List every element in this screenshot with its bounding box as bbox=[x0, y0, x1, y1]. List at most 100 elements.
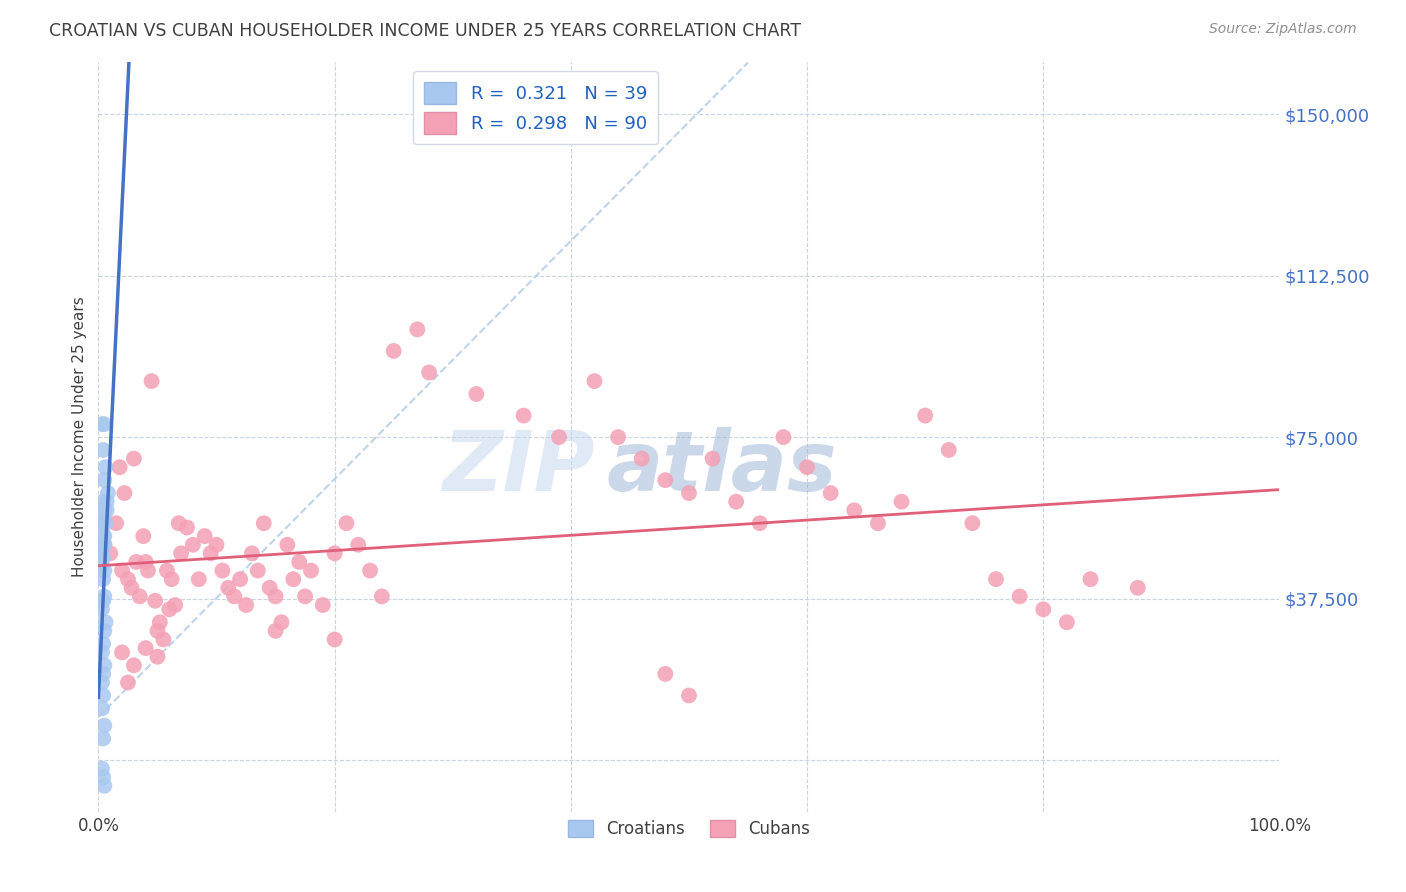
Point bbox=[91, 770, 114, 784]
Point bbox=[914, 409, 936, 423]
Point bbox=[93, 658, 115, 673]
Point bbox=[143, 593, 166, 607]
Point bbox=[583, 374, 606, 388]
Point bbox=[229, 572, 252, 586]
Point bbox=[94, 516, 117, 531]
Point bbox=[246, 564, 269, 578]
Point bbox=[796, 460, 818, 475]
Point bbox=[135, 641, 157, 656]
Point bbox=[1056, 615, 1078, 630]
Point bbox=[93, 512, 115, 526]
Point bbox=[108, 460, 131, 475]
Point bbox=[890, 494, 912, 508]
Point bbox=[91, 516, 114, 531]
Point bbox=[270, 615, 292, 630]
Point bbox=[91, 675, 114, 690]
Point bbox=[111, 564, 134, 578]
Point bbox=[167, 516, 190, 531]
Text: CROATIAN VS CUBAN HOUSEHOLDER INCOME UNDER 25 YEARS CORRELATION CHART: CROATIAN VS CUBAN HOUSEHOLDER INCOME UND… bbox=[49, 22, 801, 40]
Point bbox=[187, 572, 209, 586]
Point bbox=[149, 615, 172, 630]
Point bbox=[94, 460, 117, 475]
Point bbox=[91, 538, 114, 552]
Point bbox=[141, 374, 163, 388]
Point bbox=[117, 572, 139, 586]
Point bbox=[312, 598, 335, 612]
Point bbox=[1008, 590, 1031, 604]
Point bbox=[93, 538, 115, 552]
Point bbox=[91, 602, 114, 616]
Point bbox=[748, 516, 770, 531]
Point bbox=[132, 529, 155, 543]
Point bbox=[135, 555, 157, 569]
Point bbox=[160, 572, 183, 586]
Point bbox=[170, 546, 193, 560]
Point bbox=[335, 516, 357, 531]
Point bbox=[1080, 572, 1102, 586]
Point bbox=[93, 529, 115, 543]
Point bbox=[91, 645, 114, 659]
Point bbox=[91, 417, 114, 432]
Point bbox=[157, 602, 180, 616]
Point bbox=[105, 516, 128, 531]
Point bbox=[283, 572, 305, 586]
Point bbox=[984, 572, 1007, 586]
Point bbox=[122, 658, 145, 673]
Legend: Croatians, Cubans: Croatians, Cubans bbox=[561, 814, 817, 845]
Point bbox=[772, 430, 794, 444]
Point bbox=[607, 430, 630, 444]
Point bbox=[259, 581, 281, 595]
Point bbox=[93, 590, 115, 604]
Point bbox=[156, 564, 179, 578]
Point bbox=[347, 538, 370, 552]
Point bbox=[91, 701, 114, 715]
Point bbox=[512, 409, 534, 423]
Point bbox=[217, 581, 239, 595]
Point bbox=[146, 649, 169, 664]
Point bbox=[194, 529, 217, 543]
Point bbox=[91, 550, 114, 565]
Point bbox=[91, 559, 114, 574]
Point bbox=[152, 632, 174, 647]
Point bbox=[93, 473, 115, 487]
Point bbox=[205, 538, 228, 552]
Point bbox=[200, 546, 222, 560]
Point bbox=[93, 503, 115, 517]
Point bbox=[962, 516, 984, 531]
Point bbox=[165, 598, 187, 612]
Point bbox=[98, 546, 121, 560]
Point bbox=[93, 624, 115, 638]
Point bbox=[112, 486, 135, 500]
Text: ZIP: ZIP bbox=[441, 426, 595, 508]
Point bbox=[548, 430, 571, 444]
Point bbox=[97, 486, 120, 500]
Point bbox=[654, 667, 676, 681]
Point bbox=[276, 538, 298, 552]
Point bbox=[371, 590, 394, 604]
Point bbox=[465, 387, 488, 401]
Point bbox=[136, 564, 159, 578]
Point bbox=[94, 615, 117, 630]
Point bbox=[253, 516, 276, 531]
Point bbox=[125, 555, 148, 569]
Point bbox=[93, 538, 115, 552]
Point bbox=[93, 564, 115, 578]
Point bbox=[93, 417, 115, 432]
Point bbox=[96, 494, 118, 508]
Point bbox=[91, 689, 114, 703]
Point bbox=[654, 473, 676, 487]
Point bbox=[418, 366, 440, 380]
Point bbox=[96, 503, 118, 517]
Point bbox=[844, 503, 866, 517]
Point bbox=[91, 762, 114, 776]
Point bbox=[938, 442, 960, 457]
Point bbox=[382, 343, 405, 358]
Point bbox=[91, 637, 114, 651]
Point bbox=[866, 516, 889, 531]
Text: atlas: atlas bbox=[606, 426, 837, 508]
Point bbox=[264, 624, 287, 638]
Point bbox=[820, 486, 842, 500]
Point bbox=[91, 494, 114, 508]
Y-axis label: Householder Income Under 25 years: Householder Income Under 25 years bbox=[72, 297, 87, 577]
Point bbox=[323, 632, 346, 647]
